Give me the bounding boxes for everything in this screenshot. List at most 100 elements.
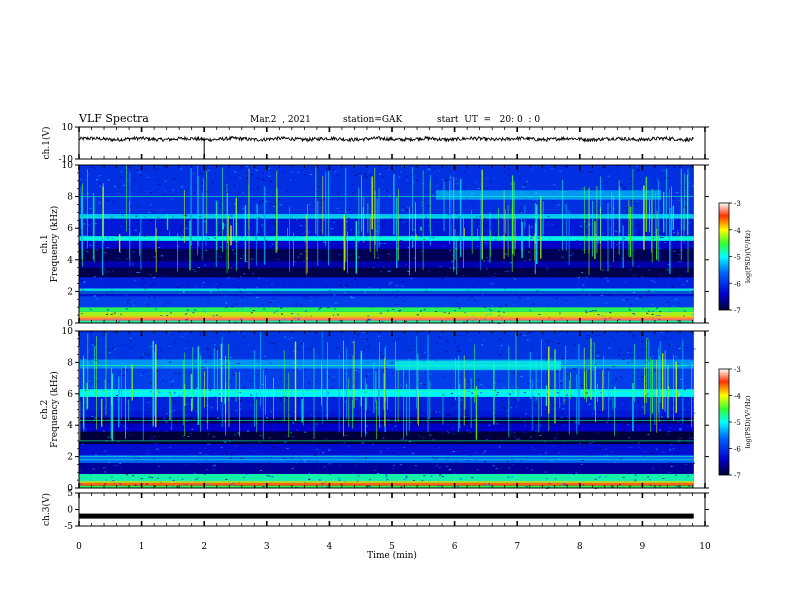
spectrogram-speckle <box>235 348 238 350</box>
spectrogram-speckle <box>623 237 626 239</box>
spectrogram-speckle <box>513 432 516 434</box>
spectrogram-speckle <box>678 231 681 233</box>
spectrogram-speckle <box>684 184 686 186</box>
spectrogram-speckle <box>363 193 366 195</box>
spectrogram-speckle <box>365 425 368 427</box>
spectrogram-speckle <box>476 395 479 397</box>
spectrogram-speckle <box>196 464 199 466</box>
spectrogram-speckle <box>312 448 315 450</box>
spectrogram-speckle <box>353 446 355 448</box>
spectrogram-speckle <box>424 462 427 464</box>
spectrogram-speckle <box>454 297 457 299</box>
spectrogram-speckle <box>400 218 403 220</box>
spectrogram-speckle <box>186 420 189 422</box>
spectrogram-speckle <box>621 171 624 173</box>
spectrogram-speckle <box>237 280 240 282</box>
spectrogram-speckle <box>299 368 302 370</box>
spectrogram-speckle <box>306 190 308 192</box>
spectrogram-speckle <box>592 441 595 443</box>
spectrogram-speckle <box>419 284 422 285</box>
spectrogram-speckle <box>677 485 680 487</box>
spectrogram-speckle <box>432 411 435 413</box>
spectrogram-speckle <box>491 469 493 471</box>
spectrogram-speckle <box>162 194 165 196</box>
spectrogram-speckle <box>146 303 149 305</box>
spectrogram-speckle <box>81 333 84 335</box>
spectrogram-speckle <box>85 250 88 252</box>
spectrogram-speckle <box>522 219 525 221</box>
spectrogram-speckle <box>293 470 296 472</box>
spectrogram-speckle <box>649 416 652 418</box>
spectrogram-speckle <box>668 264 670 265</box>
spectrogram-speckle <box>604 428 607 430</box>
spectrogram-speckle <box>652 237 655 239</box>
spectrogram-speckle <box>479 427 482 429</box>
spectrogram-speckle <box>467 381 470 383</box>
spectrogram-speckle <box>124 169 127 171</box>
spectrogram-speckle <box>585 468 588 470</box>
spectrogram-speckle <box>375 231 378 233</box>
spectrogram-speckle <box>641 446 644 448</box>
spectrogram-speckle <box>475 452 478 454</box>
spectrogram-speckle <box>378 453 381 454</box>
spectrogram-speckle <box>546 269 549 271</box>
spectrogram-speckle <box>96 381 98 383</box>
spectrogram-speckle <box>132 371 135 372</box>
spectrogram-band <box>79 462 694 474</box>
spectrogram-speckle <box>612 381 615 383</box>
spectrogram-speckle <box>662 478 665 479</box>
spectrogram-speckle <box>353 460 356 462</box>
spectrogram-speckle <box>637 201 639 203</box>
spectrogram-speckle <box>593 334 596 335</box>
spectrogram-speckle <box>415 183 418 185</box>
spectrogram-speckle <box>580 463 583 465</box>
spectrogram-speckle <box>199 452 202 454</box>
spectrogram-speckle <box>305 469 308 471</box>
spectrogram-speckle <box>406 175 408 177</box>
spectrogram-speckle <box>559 189 561 191</box>
spectrogram-speckle <box>607 280 609 282</box>
spectrogram-speckle <box>439 266 442 268</box>
spectrogram-speckle <box>296 252 299 254</box>
spectrogram-speckle <box>551 417 554 419</box>
spectrogram-speckle <box>94 471 96 472</box>
spectrogram-speckle <box>272 432 275 434</box>
y-tick-label: 6 <box>67 390 73 400</box>
spectrogram-speckle <box>506 410 509 412</box>
spectrogram-speckle <box>107 331 110 333</box>
spectrogram-speckle <box>287 265 290 267</box>
spectrogram-band <box>79 455 694 463</box>
spectrogram-speckle <box>619 359 622 361</box>
spectrogram-speckle <box>563 425 566 427</box>
spectrogram-speckle <box>664 242 667 243</box>
spectrogram-speckle <box>481 407 484 409</box>
spectrogram-speckle <box>452 172 455 174</box>
spectrogram-speckle <box>586 201 589 203</box>
spectrogram-speckle <box>391 373 394 375</box>
spectrogram-speckle <box>240 318 243 320</box>
spectrogram-speckle <box>185 319 188 321</box>
spectrogram-speckle <box>301 444 304 446</box>
spectrogram-speckle <box>100 213 103 215</box>
spectrogram-speckle <box>667 465 669 467</box>
spectrogram-speckle <box>193 472 196 474</box>
spectrogram-speckle <box>623 263 626 265</box>
spectrogram-speckle <box>213 417 216 419</box>
spectrogram-speckle <box>484 218 487 220</box>
spectrogram-speckle <box>217 288 220 290</box>
spectrogram-speckle <box>524 280 527 282</box>
spectrogram-speckle <box>246 258 249 260</box>
spectrogram-speckle <box>608 169 611 171</box>
spectrogram-speckle <box>181 478 184 480</box>
spectrogram-speckle <box>457 271 460 273</box>
spectrogram-speckle <box>347 242 350 244</box>
spectrogram-speckle <box>466 249 469 251</box>
spectrogram-speckle <box>533 371 535 373</box>
spectrogram-speckle <box>566 351 569 353</box>
spectrogram-speckle <box>435 311 437 312</box>
spectrogram-speckle <box>243 273 246 275</box>
spectrogram-speckle <box>308 208 311 209</box>
spectrogram-speckle <box>285 458 287 460</box>
spectrogram-speckle <box>567 254 569 256</box>
spectrogram-speckle <box>332 432 335 434</box>
